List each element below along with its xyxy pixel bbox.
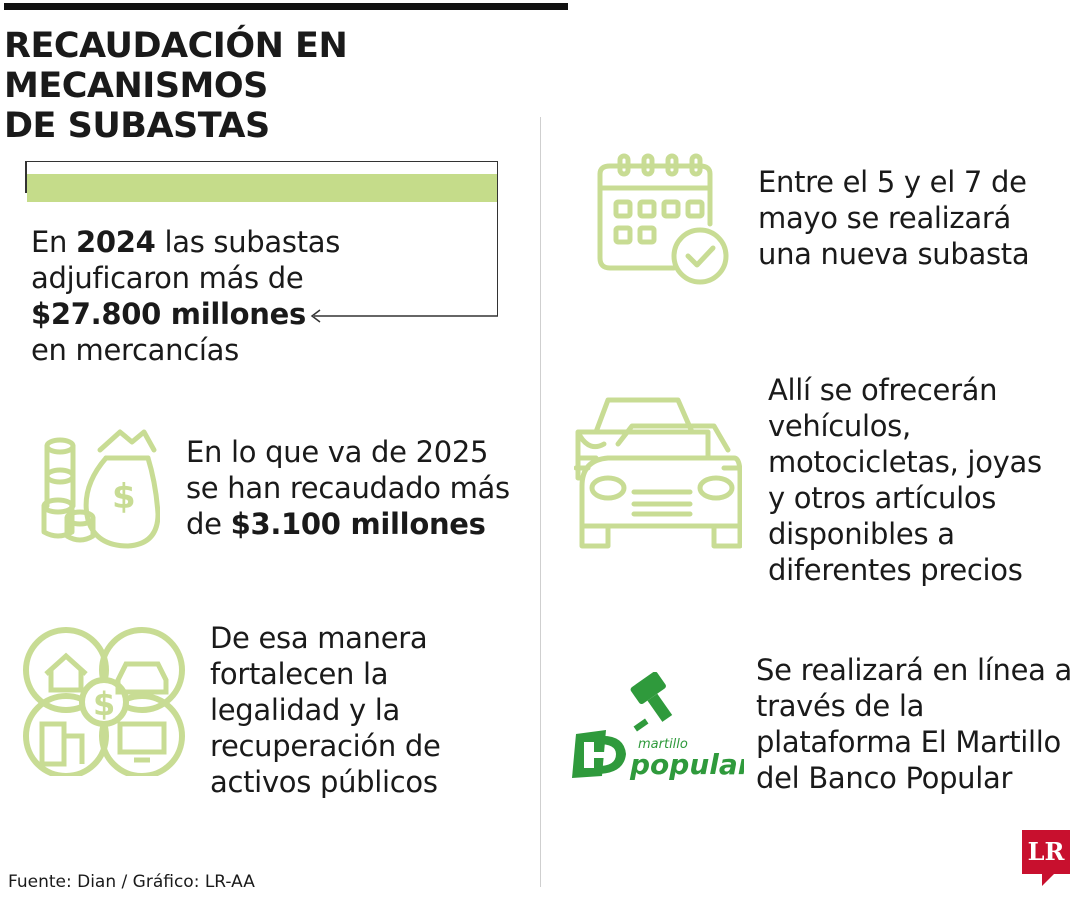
block-legal-line5: activos públicos	[210, 765, 438, 799]
block-items-line3: motocicletas, joyas	[768, 445, 1042, 479]
block-2025-line1: En lo que va de 2025	[186, 435, 489, 469]
cars-icon	[574, 397, 742, 549]
column-divider	[540, 117, 541, 887]
block-2025-line3: de $3.100 millones	[186, 507, 486, 541]
houses-car-money-icon: $	[23, 627, 185, 776]
lr-brand-logo-tail	[1042, 874, 1054, 886]
martillo-popular-logo: martillo popular	[572, 672, 744, 781]
block-online-line3: plataforma El Martillo	[756, 725, 1061, 759]
green-highlight-bar	[27, 174, 497, 202]
block-items-line1: Allí se ofrecerán	[768, 373, 998, 407]
pointer-arrow-icon	[310, 309, 498, 323]
block-2024-line2: adjuficaron más de	[31, 261, 304, 295]
page-title: RECAUDACIÓN EN MECANISMOS DE SUBASTAS	[4, 26, 604, 146]
block-date-line3: una nueva subasta	[758, 237, 1030, 271]
block-items-text: Allí se ofrecerán vehículos, motocicleta…	[768, 372, 1042, 588]
logo-bottom-text: popular	[629, 748, 744, 781]
svg-text:$: $	[112, 477, 136, 517]
gavel-icon	[630, 672, 673, 722]
highlight-frame	[25, 161, 498, 316]
block-date-line2: mayo se realizará	[758, 201, 1011, 235]
block-2024-line1: En 2024 las subastas	[31, 225, 341, 259]
block-items-line6: diferentes precios	[768, 553, 1023, 587]
block-date-line1: Entre el 5 y el 7 de	[758, 165, 1027, 199]
block-online-text: Se realizará en línea a través de la pla…	[756, 652, 1072, 796]
title-line-2: DE SUBASTAS	[4, 106, 270, 146]
title-line-1: RECAUDACIÓN EN MECANISMOS	[4, 26, 348, 106]
block-2024-amount: $27.800 millones	[31, 297, 306, 331]
top-rule	[4, 3, 568, 10]
block-legal-line1: De esa manera	[210, 621, 428, 655]
svg-text:$: $	[93, 685, 115, 723]
block-2024-line4: en mercancías	[31, 333, 239, 367]
block-legal-line4: recuperación de	[210, 729, 441, 763]
block-2025-line2: se han recaudado más	[186, 471, 510, 505]
calendar-check-icon	[597, 153, 729, 285]
source-footer: Fuente: Dian / Gráfico: LR-AA	[8, 872, 255, 892]
block-2025-text: En lo que va de 2025 se han recaudado má…	[186, 434, 510, 542]
block-date-text: Entre el 5 y el 7 de mayo se realizará u…	[758, 164, 1030, 272]
block-legal-line2: fortalecen la	[210, 657, 389, 691]
block-items-line5: disponibles a	[768, 517, 955, 551]
block-items-line4: y otros artículos	[768, 481, 997, 515]
money-bag-icon: $	[41, 429, 160, 549]
block-online-line4: del Banco Popular	[756, 761, 1013, 795]
block-2024-text: En 2024 las subastas adjuficaron más de …	[31, 224, 340, 368]
frame-left-stub	[25, 161, 27, 193]
block-items-line2: vehículos,	[768, 409, 911, 443]
block-legal-text: De esa manera fortalecen la legalidad y …	[210, 620, 441, 800]
logo-top-text: martillo	[638, 737, 688, 752]
block-legal-line3: legalidad y la	[210, 693, 401, 727]
lr-brand-logo: LR	[1022, 830, 1070, 874]
block-online-line1: Se realizará en línea a	[756, 653, 1073, 687]
block-online-line2: través de la	[756, 689, 925, 723]
